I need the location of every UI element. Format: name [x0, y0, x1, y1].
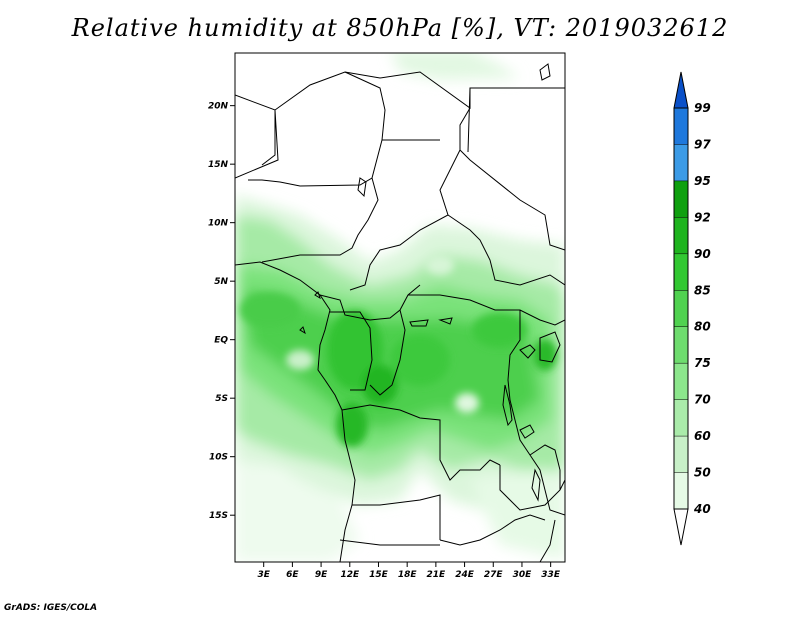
- colorbar-label: 75: [694, 356, 711, 370]
- lat-tick-label: 10S: [209, 453, 228, 463]
- country-borders: [235, 71, 565, 562]
- lon-tick-label: 18E: [398, 570, 418, 580]
- map-frame: [234, 52, 566, 563]
- humidity-field: [235, 53, 565, 562]
- longitude-axis: 3E 6E 9E 12E 15E 18E 21E 24E 27E 30E 33E: [257, 562, 561, 580]
- lat-tick-label: 5N: [214, 277, 228, 287]
- lat-tick-label: 15N: [208, 160, 229, 170]
- colorbar-label: 60: [694, 429, 711, 443]
- lon-tick-label: 3E: [257, 570, 270, 580]
- lat-tick-label: 20N: [208, 102, 229, 112]
- lat-tick-label: 15S: [209, 511, 228, 521]
- lon-tick-label: 21E: [427, 570, 447, 580]
- latitude-axis: 20N 15N 10N 5N EQ 5S 10S 15S: [208, 102, 235, 521]
- lon-tick-label: 6E: [286, 570, 299, 580]
- colorbar-upper-arrow: [673, 71, 689, 109]
- lon-tick-label: 33E: [541, 570, 561, 580]
- colorbar-box: [674, 363, 688, 400]
- colorbar-label: 90: [694, 247, 711, 261]
- lon-tick-label: 9E: [315, 570, 328, 580]
- colorbar-label: 95: [694, 174, 711, 188]
- lon-tick-label: 24E: [455, 570, 475, 580]
- colorbar-label: 80: [694, 320, 711, 334]
- colorbar: 40 50 60 70 75 80 85 90 92 95 97 99: [673, 71, 711, 546]
- colorbar-box: [674, 217, 688, 254]
- colorbar-label: 99: [694, 101, 711, 115]
- colorbar-label: 40: [693, 502, 711, 516]
- colorbar-label: 50: [694, 466, 711, 480]
- colorbar-box: [674, 144, 688, 181]
- map-title: Relative humidity at 850hPa [%], VT: 201…: [71, 14, 729, 42]
- colorbar-box: [674, 399, 688, 437]
- colorbar-label: 92: [694, 210, 711, 224]
- colorbar-label: 97: [694, 137, 711, 151]
- lon-tick-label: 15E: [369, 570, 389, 580]
- lat-tick-label: 10N: [208, 219, 229, 229]
- credit-text: GrADS: IGES/COLA: [4, 603, 98, 613]
- colorbar-box: [674, 290, 688, 327]
- colorbar-label: 70: [694, 393, 711, 407]
- lat-tick-label: EQ: [214, 336, 228, 346]
- colorbar-box: [674, 253, 688, 291]
- colorbar-box: [674, 472, 688, 509]
- lat-tick-label: 5S: [215, 394, 228, 404]
- colorbar-box: [674, 436, 688, 473]
- colorbar-box: [674, 180, 688, 218]
- colorbar-label: 85: [694, 283, 711, 297]
- lon-tick-label: 12E: [340, 570, 360, 580]
- lakes: [299, 63, 561, 502]
- colorbar-box: [674, 108, 688, 145]
- lon-tick-label: 30E: [513, 570, 533, 580]
- lon-tick-label: 27E: [484, 570, 504, 580]
- colorbar-box: [674, 326, 688, 364]
- colorbar-lower-arrow: [673, 508, 689, 546]
